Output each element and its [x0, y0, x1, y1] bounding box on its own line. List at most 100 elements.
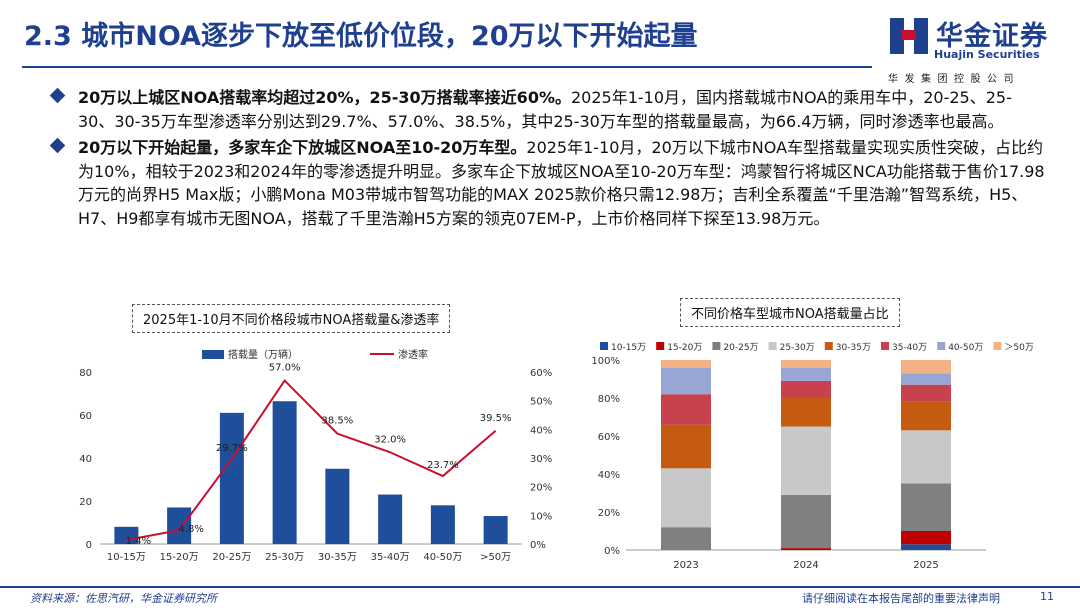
footer-disclaimer: 请仔细阅读在本报告尾部的重要法律声明	[802, 592, 1000, 605]
legend-label: ＞50万	[1004, 343, 1033, 353]
diamond-bullet-icon	[49, 87, 66, 104]
legend-swatch	[937, 342, 946, 350]
stacked-segment	[781, 367, 831, 381]
legend-swatch	[881, 342, 889, 350]
legend-swatch	[824, 342, 833, 350]
y-tick-label: 20%	[598, 508, 620, 519]
y-tick-label: 0%	[604, 546, 620, 557]
bar	[378, 494, 403, 544]
chart1-title: 2025年1-10月不同价格段城市NOA搭载量&渗透率	[132, 304, 451, 333]
legend-label: 30-35万	[836, 343, 871, 353]
bar	[219, 412, 244, 544]
y-left-tick-label: 80	[79, 368, 92, 379]
legend-label: 40-50万	[948, 343, 983, 353]
stacked-segment	[901, 384, 951, 402]
stacked-segment	[661, 468, 711, 528]
x-tick-label: 25-30万	[265, 552, 304, 563]
company-logo: 华金证券 Huajin Securities 华发集团控股公司	[888, 14, 1068, 85]
legend-swatch	[712, 342, 721, 350]
diamond-bullet-icon	[49, 137, 66, 154]
x-tick-label: 20-25万	[212, 552, 251, 563]
bullet-bold: 20万以上城区NOA搭载率均超过20%，25-30万搭载率接近60%。	[78, 88, 571, 107]
page-number: 11	[1040, 590, 1054, 603]
legend-label: 10-15万	[611, 343, 646, 353]
title-underline	[22, 66, 872, 68]
stacked-segment	[661, 360, 711, 368]
stacked-segment	[901, 531, 951, 545]
legend-label: 20-25万	[723, 343, 758, 353]
stacked-segment	[661, 394, 711, 425]
legend-swatch	[993, 342, 1002, 350]
y-right-tick-label: 40%	[530, 425, 552, 436]
bullet-bold: 20万以下开始起量，多家车企下放城区NOA至10-20万车型。	[78, 138, 527, 157]
legend-swatch	[600, 342, 608, 350]
huajin-logo-icon	[890, 18, 928, 54]
stacked-segment	[901, 373, 951, 385]
x-tick-label: 2025	[913, 560, 938, 571]
data-label: 57.0%	[269, 363, 301, 374]
stacked-segment	[901, 360, 951, 374]
stacked-segment	[901, 544, 951, 550]
legend-label: 渗透率	[398, 348, 428, 361]
y-left-tick-label: 40	[79, 454, 92, 465]
data-label: 4.8%	[178, 524, 203, 535]
chart1-combo-bar-line: 0 20 40 60 80 0% 10% 20% 30% 40% 50% 60% 10-15万 15-20…	[79, 348, 552, 563]
logo-subtitle: 华发集团控股公司	[888, 74, 1020, 85]
legend-label: 25-30万	[780, 343, 815, 353]
data-label: 23.7%	[427, 460, 459, 471]
y-tick-label: 40%	[598, 470, 620, 481]
stacked-segment	[781, 426, 831, 495]
data-label: 1.4%	[126, 536, 151, 547]
slide-title: 2.3 城市NOA逐步下放至低价位段，20万以下开始起量	[24, 21, 698, 52]
x-tick-label: 35-40万	[371, 552, 410, 563]
legend-label: 搭载量（万辆）	[228, 348, 298, 361]
x-tick-label: 40-50万	[423, 552, 462, 563]
bar	[430, 505, 455, 544]
bar	[272, 401, 297, 544]
legend-swatch-bar	[202, 350, 224, 359]
bullet-item: 20万以上城区NOA搭载率均超过20%，25-30万搭载率接近60%。2025年…	[48, 86, 1048, 133]
data-label: 38.5%	[321, 416, 353, 427]
stacked-segment	[781, 398, 831, 427]
chart2-title: 不同价格车型城市NOA搭载量占比	[680, 298, 900, 327]
stacked-segment	[901, 483, 951, 531]
bullet-list: 20万以上城区NOA搭载率均超过20%，25-30万搭载率接近60%。2025年…	[48, 86, 1048, 233]
y-tick-label: 100%	[591, 356, 620, 367]
stacked-segment	[661, 367, 711, 395]
chart2-stacked-percent-bar: 0% 20% 40% 60% 80% 100% 2023 2024 2025 10-15万 15-2…	[591, 342, 1034, 571]
bullet-text: 2025年1-10月，国内搭载城市NOA的乘用车中，20-25、25-30、30…	[78, 88, 1012, 131]
penetration-rate-line	[126, 379, 497, 541]
logo-name: 华金证券	[936, 21, 1048, 52]
y-right-tick-label: 10%	[530, 511, 552, 522]
x-tick-label: 30-35万	[318, 552, 357, 563]
stacked-segment	[781, 380, 831, 398]
stacked-segment	[781, 548, 831, 550]
data-label: 29.7%	[216, 443, 248, 454]
legend-swatch	[768, 342, 777, 350]
footer-line	[0, 586, 1080, 588]
x-tick-label: 2024	[793, 560, 818, 571]
stacked-segment	[901, 401, 951, 431]
y-tick-label: 80%	[598, 394, 620, 405]
stacked-segment	[781, 494, 831, 549]
bar	[325, 468, 350, 544]
x-tick-label: 10-15万	[107, 552, 146, 563]
y-left-tick-label: 60	[79, 411, 92, 422]
legend-swatch	[656, 342, 665, 350]
bar	[483, 516, 508, 544]
footer-source: 资料来源：佐思汽研，华金证券研究所	[30, 592, 217, 605]
x-tick-label: 2023	[673, 560, 698, 571]
bullet-item: 20万以下开始起量，多家车企下放城区NOA至10-20万车型。2025年1-10…	[48, 136, 1048, 230]
x-tick-label: 15-20万	[160, 552, 199, 563]
data-label: 39.5%	[480, 413, 512, 424]
y-right-tick-label: 20%	[530, 483, 552, 494]
stacked-segment	[661, 527, 711, 550]
legend-label: 15-20万	[667, 343, 702, 353]
y-tick-label: 60%	[598, 432, 620, 443]
stacked-segment	[661, 424, 711, 469]
x-tick-label: >50万	[480, 552, 511, 563]
stacked-segment	[781, 360, 831, 368]
y-right-tick-label: 0%	[530, 540, 546, 551]
logo-english-name: Huajin Securities	[934, 48, 1040, 61]
y-left-tick-label: 20	[79, 497, 92, 508]
